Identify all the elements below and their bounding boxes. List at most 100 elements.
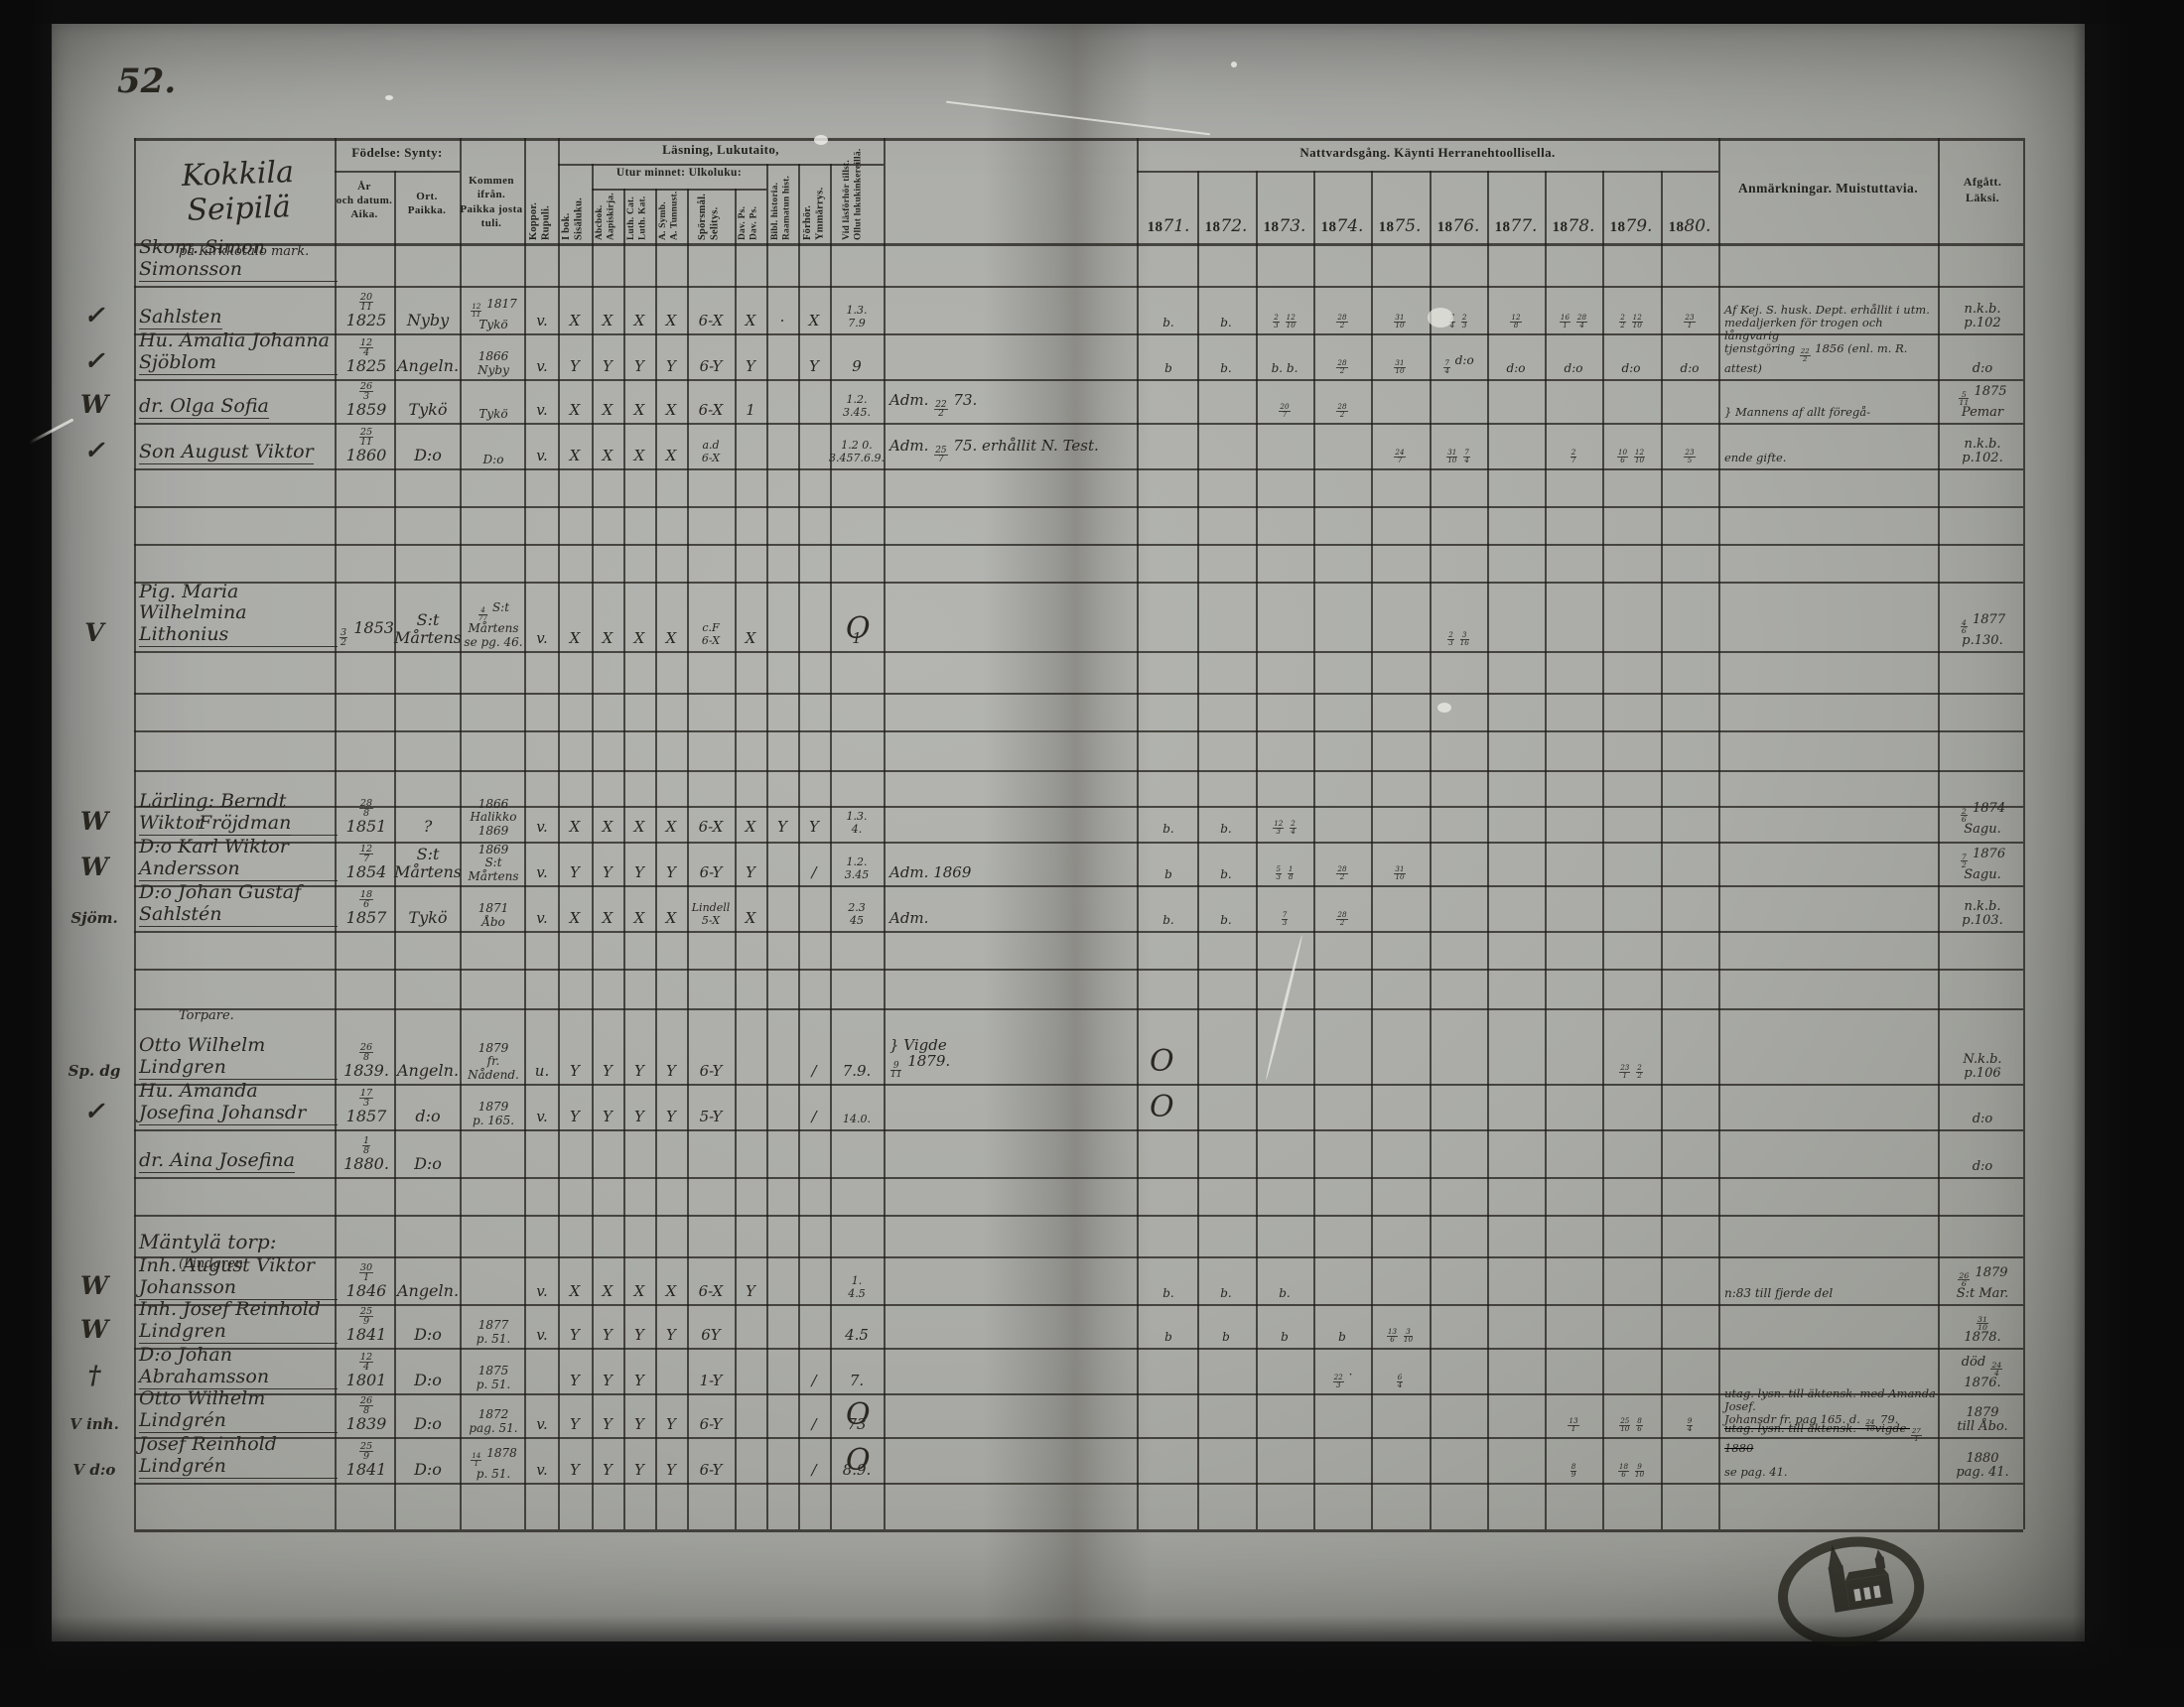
reading-mark: X — [602, 629, 614, 648]
margin-mark: † — [87, 1361, 101, 1389]
page-number: 52. — [117, 62, 177, 101]
margin-mark: ✓ — [83, 436, 105, 464]
reading-mark: X — [633, 401, 645, 420]
came-from: 1869 S:t Mårtens — [468, 842, 519, 883]
reading-mark: Y — [570, 1326, 580, 1345]
year-header-cell: 1879. — [1609, 216, 1653, 236]
came-from: 1866 Halikko 1869 — [470, 796, 517, 838]
header-ar-datum: År och datum. Aika. — [336, 181, 393, 220]
header-ort: Ort. Paikka. — [407, 191, 447, 216]
birth-place: Angeln. — [396, 1061, 460, 1081]
book-fold — [983, 22, 1152, 1641]
birth-place: D:o — [414, 1414, 442, 1434]
reading-mark: Y — [570, 1415, 580, 1434]
reading-mark: Y — [570, 357, 580, 376]
margin-mark: V inh. — [69, 1415, 119, 1434]
reading-mark: v. — [536, 818, 548, 837]
photo-edge — [0, 0, 2184, 24]
birth-place: Angeln. — [396, 356, 460, 376]
admission-note: Adm. 1869 — [889, 863, 972, 882]
person-name: Josef Reinhold Lindgrén — [139, 1434, 338, 1479]
margin-mark: W — [79, 1271, 109, 1300]
grid-hline — [592, 189, 766, 191]
grid-hline — [1137, 171, 1718, 173]
person-name: Pig. Maria Wilhelmina Lithonius — [139, 582, 338, 647]
reading-mark: Y — [777, 818, 787, 837]
reading-mark: 9 — [852, 357, 862, 376]
photo-edge — [0, 0, 54, 1707]
grid-hline — [134, 1348, 2023, 1350]
year-header-cell: 1877. — [1494, 216, 1538, 236]
reading-mark: 4.5 — [845, 1326, 869, 1345]
paper-flaw — [1231, 62, 1237, 67]
person-name: dr. Aina Josefina — [139, 1129, 338, 1173]
grid-hline — [134, 730, 2023, 732]
came-from: D:o — [482, 452, 504, 466]
grid-vline — [134, 138, 136, 1529]
birth-date: 12 7 1854 — [345, 843, 387, 882]
birth-date: 12 4 1825 — [345, 336, 387, 376]
reading-mark: Y — [603, 1372, 613, 1390]
reading-mark: 6-X — [698, 401, 724, 420]
communion-date: b. — [1220, 912, 1232, 927]
remark: ende gifte. — [1724, 451, 1787, 465]
communion-date: d:o — [1506, 360, 1526, 375]
reading-mark: Y — [746, 1282, 755, 1301]
communion-date: b — [1164, 1329, 1172, 1344]
person-name: Skom. Simon Simonsson — [139, 237, 338, 282]
grid-vline — [1602, 171, 1604, 1529]
admission-note: Adm. — [889, 909, 929, 928]
reading-mark: X — [602, 312, 614, 330]
reading-mark: Y — [570, 1372, 580, 1390]
reading-mark: Y — [634, 1108, 644, 1126]
birth-place: S:t Mårtens — [394, 845, 462, 882]
communion-date: d:o — [1564, 360, 1583, 375]
reading-mark: Y — [570, 863, 580, 882]
grid-vline — [798, 164, 800, 1529]
header-dav-ps: Dav. Ps. Dav. Ps. — [738, 205, 759, 240]
departed-note: 31 10 1878. — [1964, 1314, 2001, 1346]
grid-vline — [524, 138, 526, 1529]
margin-mark: Sjöm. — [70, 909, 118, 928]
grid-hline — [134, 286, 2023, 288]
birth-date: 25 9 1841 — [345, 1440, 387, 1480]
reading-mark: 14.0. — [843, 1112, 871, 1125]
grid-hline — [134, 468, 2023, 470]
person-name-2: Fröjdman — [199, 800, 338, 836]
grid-vline — [1313, 171, 1315, 1529]
grid-vline — [687, 189, 689, 1529]
communion-date: d:o — [1680, 360, 1700, 375]
reading-mark: X — [569, 818, 581, 837]
reading-mark: X — [633, 629, 645, 648]
grid-hline — [134, 243, 2023, 246]
came-from: 14 1 1878 p. 51. — [471, 1445, 517, 1481]
margin-mark: W — [79, 853, 109, 881]
came-from: Tykö — [478, 406, 508, 421]
reading-mark: Y — [603, 1062, 613, 1081]
margin-mark: ✓ — [83, 346, 105, 375]
birth-date: 17 3 1857 — [345, 1087, 387, 1126]
reading-mark: Y — [603, 357, 613, 376]
person-name: Otto Wilhelm Lindgrén — [139, 1388, 338, 1433]
communion-date: 13 6 3 10 — [1386, 1327, 1414, 1345]
grid-vline — [623, 189, 625, 1529]
reading-mark: Y — [666, 1461, 676, 1480]
year-header-cell: 1880. — [1668, 216, 1711, 236]
communion-date: 24 7 — [1394, 448, 1406, 465]
reading-mark: Y — [666, 1062, 676, 1081]
reading-mark: Y — [634, 1461, 644, 1480]
remark-pencil: n:83 till fjerde del — [1724, 1285, 1834, 1300]
reading-mark: X — [602, 909, 614, 928]
remark: utag. lysn. till äktensk. med Amanda Jos… — [1724, 1385, 1936, 1434]
came-from: 1879 fr. Nådend. — [468, 1040, 519, 1082]
communion-date: b. — [1220, 1285, 1232, 1300]
reading-mark: · — [779, 312, 785, 330]
reading-mark: X — [665, 909, 677, 928]
reading-mark: / — [811, 1415, 817, 1434]
grid-hline — [134, 379, 2023, 381]
